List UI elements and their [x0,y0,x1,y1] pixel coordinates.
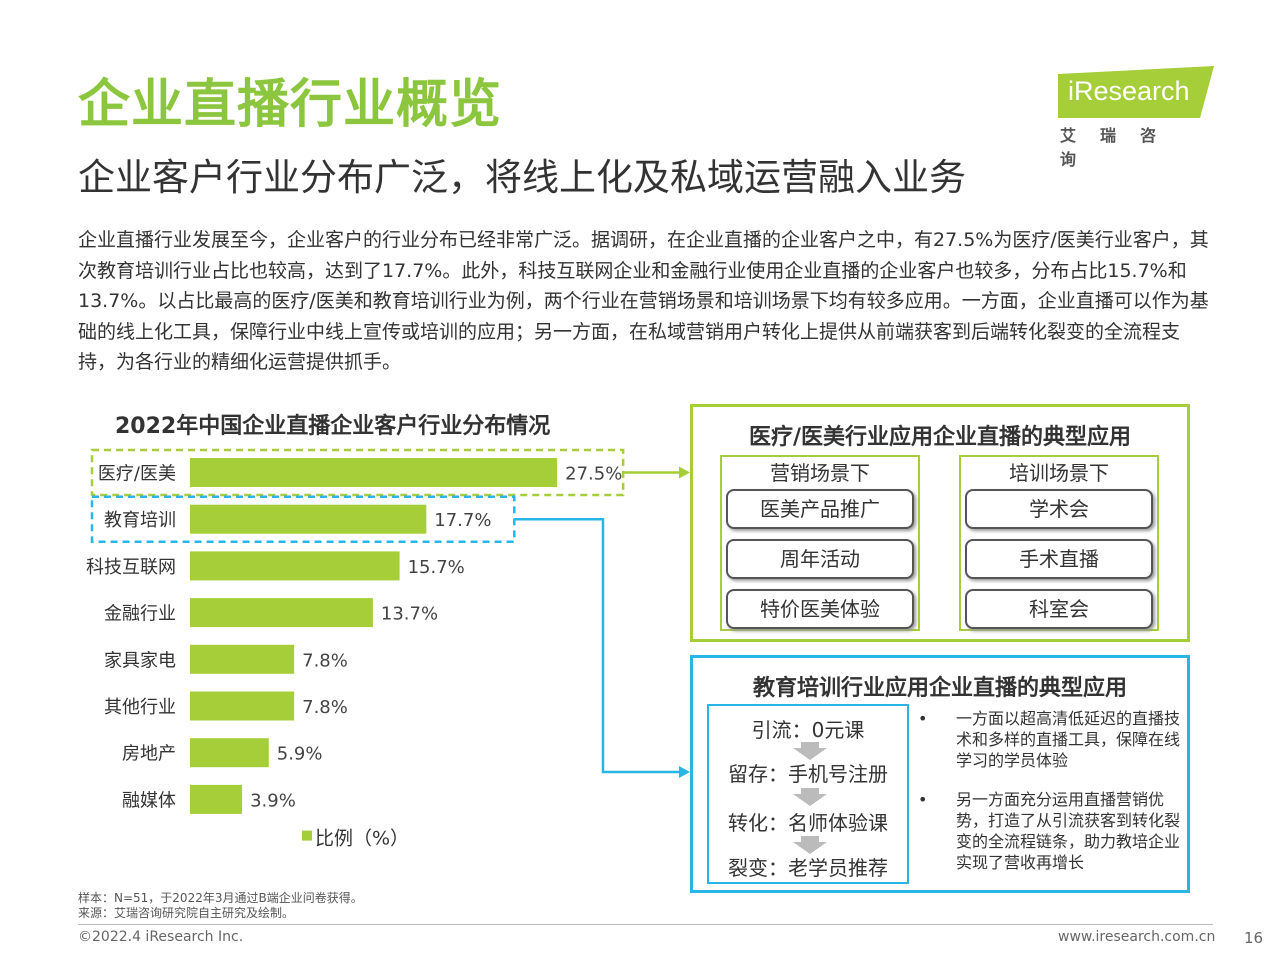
highlight-box [90,495,516,543]
down-arrow-icon [793,836,827,854]
value-label: 27.5% [565,464,622,485]
bar [190,784,243,814]
bar [190,598,373,628]
category-label: 其他行业 [104,697,176,718]
footer-website: www.iresearch.com.cn [1058,929,1216,945]
bullet-text: 另一方面充分运用直播营销优势，打造了从引流获客到转化裂变的全流程链条，助力教培企… [956,790,1181,872]
sample-note: 样本：N=51，于2022年3月通过B端企业问卷获得。 [78,891,363,905]
category-label: 教育培训 [104,510,176,531]
category-label: 科技互联网 [86,557,176,578]
bar [190,504,427,534]
flow-step-acquire: 引流：0元课 [751,718,865,742]
bar [190,691,295,721]
down-arrow-icon [793,788,827,806]
footer-divider [78,924,1213,925]
category-label: 家具家电 [104,650,176,671]
bar [190,738,269,768]
connector-arrow [679,766,690,778]
highlight-box [90,448,625,497]
page-subtitle: 企业客户行业分布广泛，将线上化及私域运营融入业务 [78,156,966,199]
footer-copyright: ©2022.4 iResearch Inc. [78,929,244,945]
legend-label: 比例（%） [315,828,409,850]
source-note: 来源：艾瑞咨询研究院自主研究及绘制。 [78,906,295,920]
intro-paragraph: 企业直播行业发展至今，企业客户的行业分布已经非常广泛。据调研，在企业直播的企业客… [78,229,1209,373]
bullet-text: 一方面以超高清低延迟的直播技术和多样的直播工具，保障在线学习的学员体验 [956,709,1181,770]
flow-step-convert: 转化：名师体验课 [728,811,888,835]
category-label: 医疗/医美 [98,464,176,485]
education-panel-title: 教育培训行业应用企业直播的典型应用 [752,676,1127,701]
category-label: 融媒体 [122,790,176,811]
logo-badge [1058,66,1214,118]
education-applications-panel: 教育培训行业应用企业直播的典型应用 [690,655,1190,893]
value-label: 3.9% [250,790,296,811]
training-item: 学术会 [965,489,1153,529]
value-label: 13.7% [381,604,438,625]
marketing-scene-label: 营销场景下 [770,461,870,485]
connector-line [514,517,680,774]
chart-title: 2022年中国企业直播企业客户行业分布情况 [115,414,551,439]
marketing-item: 周年活动 [726,539,914,579]
connector-arrow [679,466,690,479]
bar [190,551,400,581]
medical-applications-panel: 医疗/医美行业应用企业直播的典型应用 营销场景下 医美产品推广 周年活动 特价医… [690,404,1190,642]
training-scene-label: 培训场景下 [1009,461,1109,485]
legend-swatch [302,830,312,841]
down-arrow-icon [793,742,827,760]
value-label: 17.7% [434,510,491,531]
bullet-item: • 另一方面充分运用直播营销优势，打造了从引流获客到转化裂变的全流程链条，助力教… [912,789,1188,873]
bullet-item: • 一方面以超高清低延迟的直播技术和多样的直播工具，保障在线学习的学员体验 [912,708,1188,771]
page-title: 企业直播行业概览 [78,75,503,135]
value-label: 15.7% [408,557,465,578]
marketing-item: 医美产品推广 [726,489,914,529]
bullet-marker: • [918,709,928,728]
value-label: 5.9% [277,744,323,765]
iresearch-logo: iResearch 艾瑞咨询 [1058,66,1218,169]
conversion-flow-box: 引流：0元课 留存：手机号注册 转化：名师体验课 裂变：老学员推荐 [707,704,909,884]
education-bullet-list: • 一方面以超高清低延迟的直播技术和多样的直播工具，保障在线学习的学员体验 • … [912,708,1188,891]
logo-chinese-text: 艾瑞咨询 [1060,126,1181,169]
flow-step-referral: 裂变：老学员推荐 [728,856,888,880]
training-item: 手术直播 [965,539,1153,579]
marketing-scene-box: 营销场景下 医美产品推广 周年活动 特价医美体验 [720,455,920,631]
bar [190,644,295,674]
flow-step-retain: 留存：手机号注册 [728,762,888,786]
value-label: 7.8% [302,650,348,671]
logo-text: iResearch [1068,76,1190,106]
value-label: 7.8% [302,697,348,718]
bullet-marker: • [918,790,928,809]
training-scene-box: 培训场景下 学术会 手术直播 科室会 [959,455,1159,631]
bar [190,458,558,487]
training-item: 科室会 [965,589,1153,629]
page-number: 16 [1244,929,1264,947]
category-label: 金融行业 [104,604,176,625]
category-label: 房地产 [122,744,176,765]
marketing-item: 特价医美体验 [726,589,914,629]
medical-panel-title: 医疗/医美行业应用企业直播的典型应用 [748,425,1132,450]
